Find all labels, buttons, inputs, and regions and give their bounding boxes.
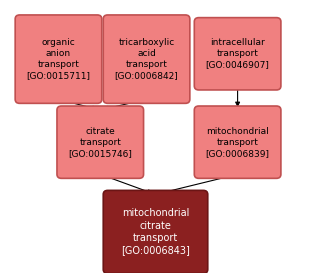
- FancyBboxPatch shape: [103, 15, 190, 103]
- FancyBboxPatch shape: [57, 106, 144, 178]
- Text: mitochondrial
transport
[GO:0006839]: mitochondrial transport [GO:0006839]: [206, 127, 270, 158]
- Text: citrate
transport
[GO:0015746]: citrate transport [GO:0015746]: [68, 127, 132, 158]
- Text: mitochondrial
citrate
transport
[GO:0006843]: mitochondrial citrate transport [GO:0006…: [121, 208, 190, 256]
- FancyBboxPatch shape: [15, 15, 102, 103]
- FancyBboxPatch shape: [103, 190, 208, 273]
- FancyBboxPatch shape: [194, 106, 281, 178]
- FancyBboxPatch shape: [194, 18, 281, 90]
- Text: tricarboxylic
acid
transport
[GO:0006842]: tricarboxylic acid transport [GO:0006842…: [115, 38, 179, 80]
- Text: organic
anion
transport
[GO:0015711]: organic anion transport [GO:0015711]: [26, 38, 91, 80]
- Text: intracellular
transport
[GO:0046907]: intracellular transport [GO:0046907]: [206, 38, 270, 69]
